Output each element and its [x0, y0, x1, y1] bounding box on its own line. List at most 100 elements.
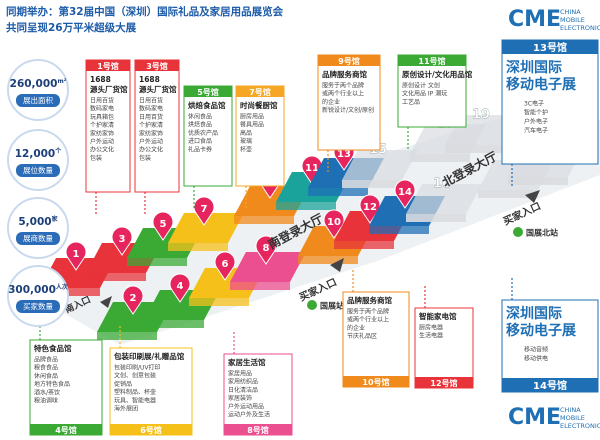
hall-number: 12	[363, 202, 377, 213]
entrance-arrow	[525, 190, 540, 203]
station-icon	[307, 300, 317, 310]
hall-number: 3	[119, 234, 126, 245]
card-item: 运动户外及生活	[228, 411, 270, 419]
stat-number: 12,000	[15, 148, 56, 160]
card-body	[109, 347, 193, 436]
card-header	[415, 377, 473, 388]
card-item: 服务于两个品牌	[322, 82, 364, 90]
card-hall: 11号馆	[418, 56, 445, 66]
hall-side	[410, 154, 470, 162]
stat-label: 展商数量	[23, 233, 53, 243]
card-item: 办公文化	[139, 146, 163, 154]
logo-brand: CME	[508, 7, 561, 32]
card-item: 或两个行业以上	[322, 90, 364, 98]
stat-label-bg	[16, 300, 60, 313]
card-item: 户外电子	[524, 118, 548, 126]
card-item: 包装印刷/UV打印	[114, 364, 161, 372]
header-line2: 共同呈现26万平米超级大展	[6, 21, 137, 34]
card-item: 高品	[240, 129, 252, 137]
card-item: 厨房电器	[419, 324, 443, 332]
card-item: 礼品卡券	[188, 145, 212, 153]
card-header	[236, 86, 284, 97]
stat-circle	[7, 197, 69, 259]
card-item: 的企业	[347, 324, 365, 332]
hall-block	[406, 184, 482, 214]
stat-label-bg	[16, 164, 60, 177]
card-title: 1688	[139, 75, 160, 84]
card-item: 日用百货	[139, 113, 163, 121]
card-item: 新锐设计/文创/原创	[322, 106, 374, 114]
hall-side	[97, 332, 157, 340]
stat-unit: m²	[57, 78, 66, 85]
stat-circle	[7, 129, 69, 191]
card-hall: 14号馆	[533, 379, 567, 392]
card-title: 品牌服务商馆	[347, 295, 392, 305]
hall-number: 2	[130, 293, 137, 304]
stat-unit: 个	[54, 147, 62, 155]
hall-side	[234, 216, 294, 224]
hall-number: 8	[263, 243, 270, 254]
stat-circle	[7, 265, 69, 327]
card-item: 日用百货	[90, 97, 114, 105]
hall-side	[508, 177, 568, 185]
card-header	[135, 60, 179, 71]
card-header	[502, 40, 598, 54]
cards: 1号馆1688源头厂货馆日用百货数码家电玩具箱包个护家清家纺家饰户外运动办公文化…	[29, 39, 599, 436]
hall-side	[230, 282, 290, 290]
card-hall: 4号馆	[55, 425, 77, 435]
hall-pin	[323, 209, 345, 239]
card-item: 家居装饰	[228, 394, 252, 402]
card-item: 休闲食品	[188, 113, 212, 121]
stat-value: 300,000人次	[8, 283, 68, 297]
card-item: 酒水/茶饮	[34, 388, 60, 396]
card-hall: 1号馆	[97, 61, 119, 71]
entrance-arrow	[100, 296, 112, 308]
card-title: 移动电子展	[506, 76, 576, 93]
stat-value: 260,000m²	[10, 78, 67, 91]
card-item: 数码家电	[90, 105, 114, 113]
stat-label: 展位数量	[23, 165, 53, 175]
stat-label: 展出面积	[23, 95, 53, 105]
card-body	[134, 59, 180, 193]
card-body	[501, 299, 599, 393]
card-item: 个护家清	[139, 121, 163, 129]
card-title: 家居生活馆	[228, 357, 266, 367]
card-title: 品牌服务商馆	[322, 69, 367, 79]
hall-side	[308, 188, 368, 196]
card-item: 生活电器	[419, 332, 443, 340]
card-hall: 6号馆	[140, 425, 162, 435]
hall-number: 10	[327, 217, 341, 228]
logo-tagline: MOBILE	[560, 16, 585, 24]
card-body	[317, 54, 381, 151]
card-item: 数码家电	[139, 105, 163, 113]
card-item: 或两个行业以上	[347, 316, 389, 324]
stat-label: 买家数量	[23, 301, 53, 311]
card-hall: 3号馆	[146, 61, 168, 71]
hall-number: 19	[472, 108, 490, 123]
card-item: 办公文化	[90, 146, 114, 154]
logo-tagline: CHINA	[560, 8, 581, 16]
card-title: 1688	[90, 75, 111, 84]
card-item: 海外展团	[114, 405, 138, 413]
hall-side	[189, 298, 249, 306]
card-item: 移动音频	[524, 346, 548, 354]
card-header	[110, 424, 192, 435]
card-item: 家用纺织品	[228, 378, 258, 386]
hall-side	[127, 258, 187, 266]
hall-side	[445, 145, 505, 153]
card-header	[502, 378, 598, 392]
card-item: 玻璃	[240, 137, 252, 145]
hall-side	[86, 273, 146, 281]
hall-number: 7	[201, 204, 208, 215]
hall-side	[369, 226, 429, 234]
card-item: 服务于两个品牌	[347, 308, 389, 316]
card-header	[224, 424, 292, 435]
hall-pin	[65, 241, 87, 271]
hall-pin	[169, 273, 191, 303]
card-body	[235, 85, 285, 187]
card-title: 智能家电馆	[419, 311, 457, 321]
stat-label-bg	[16, 232, 60, 245]
hall-number: 1	[73, 249, 80, 260]
card-title: 原创设计/文化用品馆	[402, 69, 473, 79]
card-body	[183, 85, 233, 187]
